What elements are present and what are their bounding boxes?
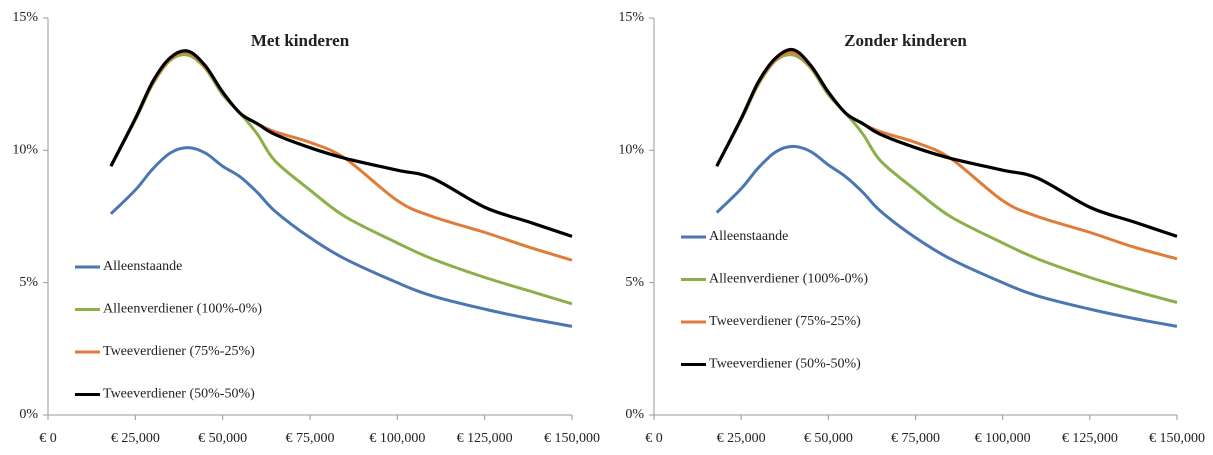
x-tick-label: € 0 xyxy=(645,431,663,446)
x-tick-label: € 150,000 xyxy=(1149,431,1205,446)
x-tick-label: € 75,000 xyxy=(891,431,940,446)
legend-label: Tweeverdiener (50%-50%) xyxy=(709,357,861,372)
y-tick-label: 15% xyxy=(12,10,38,25)
series-line xyxy=(715,144,1178,328)
y-tick-label: 0% xyxy=(19,407,38,422)
legend-label: Alleenstaande xyxy=(103,259,182,274)
x-tick-label: € 0 xyxy=(39,431,57,446)
x-tick-label: € 100,000 xyxy=(369,431,425,446)
y-tick-label: 15% xyxy=(618,10,644,25)
y-tick-label: 10% xyxy=(12,143,38,158)
y-tick-label: 10% xyxy=(618,143,644,158)
x-tick-label: € 25,000 xyxy=(111,431,160,446)
legend-label: Tweeverdiener (75%-25%) xyxy=(103,344,255,359)
series-line xyxy=(715,50,1178,261)
series-line xyxy=(109,49,573,238)
chart-title: Zonder kinderen xyxy=(844,31,967,50)
legend-label: Tweeverdiener (50%-50%) xyxy=(103,387,255,402)
x-tick-label: € 75,000 xyxy=(286,431,335,446)
legend-label: Alleenverdiener (100%-0%) xyxy=(103,302,262,317)
x-tick-label: € 100,000 xyxy=(975,431,1031,446)
series-line xyxy=(715,53,1178,304)
x-tick-label: € 25,000 xyxy=(717,431,766,446)
y-tick-label: 5% xyxy=(19,275,38,290)
series-line xyxy=(715,47,1178,238)
legend-label: Tweeverdiener (75%-25%) xyxy=(709,314,861,329)
x-tick-label: € 150,000 xyxy=(544,431,600,446)
x-tick-label: € 50,000 xyxy=(198,431,247,446)
legend-label: Alleenstaande xyxy=(709,229,788,244)
y-tick-label: 0% xyxy=(625,407,644,422)
x-tick-label: € 125,000 xyxy=(1062,431,1118,446)
chart-title: Met kinderen xyxy=(251,31,350,50)
y-tick-label: 5% xyxy=(625,275,644,290)
series-line xyxy=(109,146,573,328)
x-tick-label: € 125,000 xyxy=(457,431,513,446)
legend-label: Alleenverdiener (100%-0%) xyxy=(709,272,868,287)
x-tick-label: € 50,000 xyxy=(804,431,853,446)
